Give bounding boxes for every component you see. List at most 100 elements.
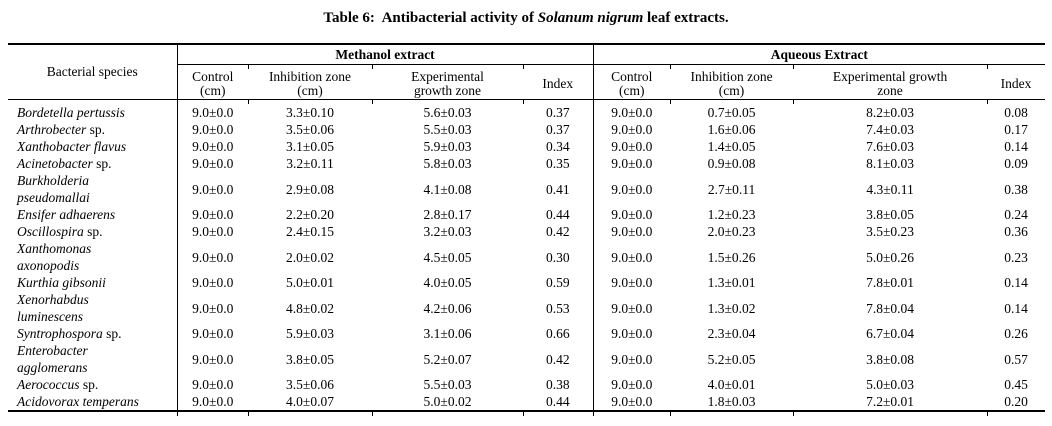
aqueous-index-cell: 0.26 bbox=[1004, 326, 1028, 341]
species-name: Syntrophospora bbox=[17, 326, 103, 341]
table-row: Acidovorax temperans 9.0±0.0 4.0±0.07 5.… bbox=[8, 393, 1046, 412]
aqueous-control-cell: 9.0±0.0 bbox=[592, 342, 671, 376]
aqueous-growth-zone-header: Experimental growth zone bbox=[793, 69, 988, 100]
column-border-tick bbox=[247, 64, 372, 69]
methanol-control-cell: 9.0±0.0 bbox=[176, 325, 248, 342]
species-suffix: sp. bbox=[102, 326, 122, 341]
species-name: Kurthia gibsonii bbox=[17, 275, 106, 290]
aqueous-growth-cell: 7.2±0.01 bbox=[793, 393, 988, 412]
species-cell: Aerococcus sp. bbox=[8, 376, 177, 393]
methanol-growth-cell: 3.2±0.03 bbox=[423, 224, 472, 239]
methanol-index-cell: 0.37 bbox=[545, 105, 570, 120]
methanol-control-cell: 9.0±0.0 bbox=[176, 155, 248, 172]
methanol-inhibition-cell: 2.0±0.02 bbox=[286, 249, 334, 265]
species-name: Enterobacter agglomerans bbox=[17, 343, 88, 375]
column-border-tick bbox=[792, 64, 988, 69]
aqueous-growth-cell: 8.2±0.03 bbox=[866, 105, 914, 120]
aqueous-index-cell: 0.38 bbox=[1004, 181, 1028, 197]
species-cell: Xenorhabdus luminescens bbox=[8, 291, 177, 325]
table-row: Xenorhabdus luminescens 9.0±0.0 4.8±0.02… bbox=[8, 291, 1045, 325]
aqueous-inhibition-cell: 0.9±0.08 bbox=[707, 156, 756, 171]
species-column-header: Bacterial species bbox=[8, 44, 178, 100]
methanol-inhibition-cell: 3.3±0.10 bbox=[286, 105, 334, 120]
column-border-tick bbox=[371, 99, 523, 104]
column-border-tick bbox=[986, 411, 1046, 416]
caption-suffix: leaf extracts. bbox=[643, 10, 729, 26]
aqueous-index-cell: 0.45 bbox=[1004, 377, 1028, 392]
species-suffix: sp. bbox=[92, 156, 112, 171]
aqueous-growth-cell: 5.0±0.03 bbox=[866, 377, 914, 392]
aqueous-index-cell: 0.14 bbox=[1004, 139, 1028, 154]
aqueous-growth-cell: 3.5±0.23 bbox=[866, 224, 914, 239]
aqueous-control-header: Control (cm) bbox=[592, 69, 671, 100]
species-name: Arthrobecter bbox=[17, 122, 87, 137]
column-border-tick bbox=[592, 411, 671, 416]
table-header: Bacterial species Methanol extract Aqueo… bbox=[8, 44, 1046, 100]
methanol-index-cell: 0.59 bbox=[545, 275, 570, 290]
methanol-control-cell: 9.0±0.0 bbox=[176, 291, 248, 325]
species-name: Aerococcus bbox=[17, 377, 80, 392]
aqueous-index-cell: 0.14 bbox=[1004, 300, 1028, 316]
aqueous-index-header: Index bbox=[987, 69, 1046, 100]
aqueous-inhibition-cell: 5.2±0.05 bbox=[707, 351, 756, 367]
species-cell: Oscillospira sp. bbox=[8, 223, 177, 240]
methanol-index-cell: 0.42 bbox=[545, 224, 570, 239]
bottom-border-tick-row bbox=[8, 411, 1046, 416]
methanol-index-cell: 0.44 bbox=[545, 207, 570, 222]
table-row: Acinetobacter sp. 9.0±0.0 3.2±0.11 5.8±0… bbox=[8, 155, 1045, 172]
aqueous-growth-cell: 8.1±0.03 bbox=[866, 156, 914, 171]
aqueous-inhibition-cell: 1.5±0.26 bbox=[707, 249, 756, 265]
methanol-index-cell: 0.41 bbox=[545, 181, 570, 197]
table-row: Enterobacter agglomerans 9.0±0.0 3.8±0.0… bbox=[8, 342, 1045, 376]
column-border-spacer bbox=[8, 411, 177, 416]
methanol-control-cell: 9.0±0.0 bbox=[176, 376, 248, 393]
aqueous-control-cell: 9.0±0.0 bbox=[592, 240, 671, 274]
aqueous-index-cell: 0.14 bbox=[1004, 275, 1028, 290]
aqueous-index-cell: 0.17 bbox=[1004, 122, 1028, 137]
species-name: Xenorhabdus luminescens bbox=[17, 292, 89, 324]
aqueous-inhibition-cell: 1.8±0.03 bbox=[670, 393, 794, 412]
species-suffix: sp. bbox=[86, 122, 105, 137]
aqueous-growth-cell: 6.7±0.04 bbox=[866, 326, 914, 341]
methanol-growth-cell: 5.0±0.02 bbox=[372, 393, 523, 412]
column-border-tick bbox=[371, 411, 523, 416]
species-cell: Burkholderia pseudomallai bbox=[8, 172, 177, 206]
aqueous-inhibition-cell: 1.6±0.06 bbox=[707, 122, 756, 137]
species-cell: Xanthobacter flavus bbox=[8, 138, 177, 155]
methanol-growth-cell: 3.1±0.06 bbox=[423, 326, 472, 341]
aqueous-index-cell: 0.09 bbox=[1004, 156, 1028, 171]
column-border-tick bbox=[176, 411, 248, 416]
table-row: Bordetella pertussis 9.0±0.0 3.3±0.10 5.… bbox=[8, 104, 1045, 121]
species-cell: Acinetobacter sp. bbox=[8, 155, 177, 172]
methanol-inhibition-cell: 3.5±0.06 bbox=[286, 377, 334, 392]
methanol-control-cell: 9.0±0.0 bbox=[176, 104, 248, 121]
column-border-tick bbox=[176, 99, 248, 104]
aqueous-inhibition-cell: 2.3±0.04 bbox=[707, 326, 756, 341]
aqueous-control-cell: 9.0±0.0 bbox=[592, 155, 671, 172]
methanol-control-cell: 9.0±0.0 bbox=[176, 240, 248, 274]
methanol-growth-cell: 5.2±0.07 bbox=[423, 351, 472, 367]
methanol-index-cell: 0.38 bbox=[545, 377, 570, 392]
aqueous-inhibition-cell: 1.3±0.01 bbox=[707, 275, 756, 290]
methanol-growth-cell: 4.2±0.06 bbox=[423, 300, 472, 316]
aqueous-inhibition-cell: 2.7±0.11 bbox=[707, 181, 756, 197]
aqueous-control-cell: 9.0±0.0 bbox=[592, 206, 671, 223]
aqueous-growth-cell: 7.4±0.03 bbox=[866, 122, 914, 137]
aqueous-index-cell: 0.23 bbox=[1004, 249, 1028, 265]
methanol-control-cell: 9.0±0.0 bbox=[176, 206, 248, 223]
table-bottom-ticks bbox=[8, 411, 1046, 416]
methanol-inhibition-cell: 3.8±0.05 bbox=[286, 351, 334, 367]
table-row: Kurthia gibsonii 9.0±0.0 5.0±0.01 4.0±0.… bbox=[8, 274, 1045, 291]
species-name: Ensifer adhaerens bbox=[17, 207, 116, 222]
methanol-index-cell: 0.42 bbox=[545, 351, 570, 367]
methanol-inhibition-cell: 4.8±0.02 bbox=[286, 300, 334, 316]
column-border-tick bbox=[247, 411, 372, 416]
aqueous-growth-cell: 7.8±0.01 bbox=[866, 275, 914, 290]
column-border-tick bbox=[592, 64, 671, 69]
table-row: Aerococcus sp. 9.0±0.0 3.5±0.06 5.5±0.03… bbox=[8, 376, 1045, 393]
aqueous-control-cell: 9.0±0.0 bbox=[592, 291, 671, 325]
table-row: Oscillospira sp. 9.0±0.0 2.4±0.15 3.2±0.… bbox=[8, 223, 1045, 240]
column-border-tick bbox=[522, 411, 594, 416]
species-cell: Ensifer adhaerens bbox=[8, 206, 177, 223]
